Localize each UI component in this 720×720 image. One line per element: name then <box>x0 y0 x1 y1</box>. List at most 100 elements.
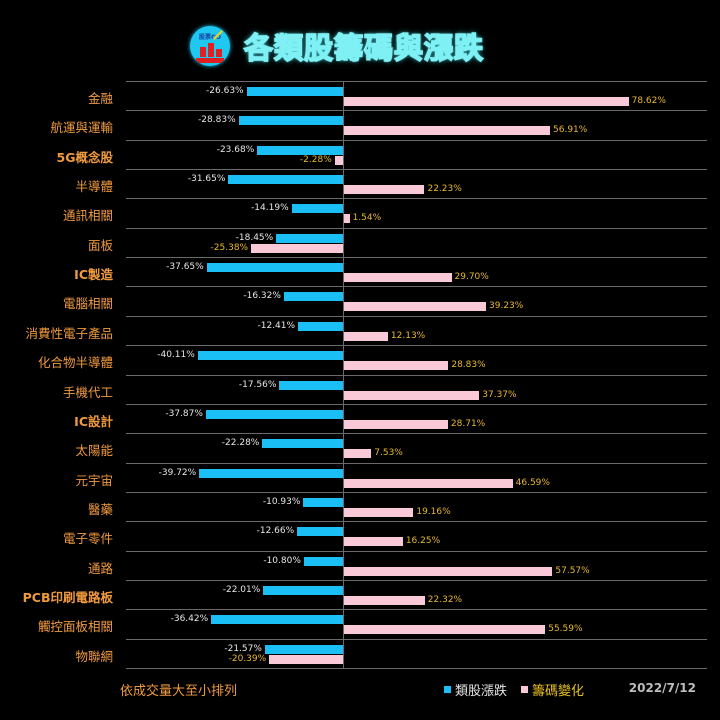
chip-change-value: -20.39% <box>228 653 267 664</box>
sector-change-value: -26.63% <box>206 86 244 96</box>
chip-change-bar <box>344 419 448 429</box>
category-label: 航運與運輸 <box>50 120 113 136</box>
gridline <box>126 345 707 347</box>
chart-row: 醫藥 -10.93% 19.16% <box>0 493 720 522</box>
chip-change-bar <box>344 185 425 195</box>
chip-change-value: -2.28% <box>299 154 332 165</box>
sector-change-bar <box>303 556 343 566</box>
gridline <box>126 198 707 200</box>
sector-change-bar <box>297 527 343 537</box>
sector-change-value: -22.28% <box>221 438 260 449</box>
chip-change-value: 78.62% <box>631 96 666 106</box>
gridline <box>126 491 707 493</box>
chip-change-bar <box>344 390 480 400</box>
gridline <box>126 521 707 523</box>
sector-change-value: -12.41% <box>257 320 296 331</box>
chart-row: 通訊相關 -14.19% 1.54% <box>0 199 720 228</box>
legend-item-chip-change: 籌碼變化 <box>521 680 584 699</box>
category-label: PCB印刷電路板 <box>22 589 113 605</box>
chart-row: 手機代工 -17.56% 37.37% <box>0 376 720 405</box>
legend-label: 類股漲跌 <box>455 684 508 699</box>
gridline <box>126 403 707 405</box>
chip-change-value: 29.70% <box>454 272 489 283</box>
sector-change-value: -12.66% <box>256 526 295 537</box>
chart-row: 電腦相關 -16.32% 39.23% <box>0 287 720 316</box>
category-label: 半導體 <box>75 179 113 195</box>
sector-change-value: -16.32% <box>243 291 281 302</box>
gridline <box>126 257 707 259</box>
gridline <box>126 110 707 112</box>
chip-change-value: 28.71% <box>450 418 486 429</box>
sector-change-value: -39.72% <box>158 467 197 478</box>
chart-row: 通路 -10.80% 57.57% <box>0 552 720 581</box>
chart-row: 半導體 -31.65% 22.23% <box>0 170 720 199</box>
gridline <box>126 81 707 82</box>
chip-change-bar <box>251 243 343 253</box>
brand-logo-icon: 股票GO <box>190 26 230 66</box>
chip-change-value: 19.16% <box>416 506 451 517</box>
legend-label: 籌碼變化 <box>532 684 585 699</box>
chart-date: 2022/7/12 <box>628 681 696 695</box>
sort-note: 依成交量大至小排列 <box>120 684 238 699</box>
chip-change-bar <box>344 97 629 106</box>
gridline <box>126 227 707 229</box>
chip-change-bar <box>344 537 403 547</box>
category-label: 物聯網 <box>75 648 113 664</box>
category-label: 消費性電子產品 <box>25 325 113 341</box>
gridline <box>126 462 707 464</box>
chip-change-value: 28.83% <box>451 360 486 371</box>
sector-change-bar <box>262 439 343 449</box>
chart-row: IC製造 -37.65% 29.70% <box>0 258 720 287</box>
logo-text: 股票GO <box>198 34 222 41</box>
sector-change-value: -10.93% <box>262 496 301 507</box>
category-label: 太陽能 <box>75 443 113 459</box>
chip-change-bar <box>334 155 343 165</box>
chip-change-bar <box>344 625 546 635</box>
category-label: IC設計 <box>74 413 113 429</box>
legend-item-sector-change: 類股漲跌 <box>444 680 507 699</box>
chart-row: 金融 -26.63% 78.62% <box>0 82 720 111</box>
gridline <box>126 286 707 288</box>
sector-change-bar <box>257 145 343 155</box>
legend-swatch-pink-icon <box>521 686 529 693</box>
sector-change-bar <box>228 175 343 185</box>
sector-change-bar <box>205 409 343 419</box>
chip-change-value: 39.23% <box>489 301 524 312</box>
sector-change-bar <box>291 204 343 214</box>
category-label: 電腦相關 <box>62 296 113 312</box>
chart-row: 航運與運輸 -28.83% 56.91% <box>0 111 720 140</box>
category-label: 手機代工 <box>62 384 113 400</box>
chip-change-bar <box>344 507 414 517</box>
chart-row: 消費性電子產品 -12.41% 12.13% <box>0 317 720 346</box>
sector-change-bar <box>276 233 343 243</box>
chip-change-value: 37.37% <box>482 389 517 400</box>
gridline <box>126 374 707 376</box>
sector-change-value: -37.87% <box>165 408 203 419</box>
chip-change-bar <box>344 566 553 576</box>
chip-change-bar <box>269 654 343 664</box>
gridline <box>126 668 707 669</box>
chip-change-value: 7.53% <box>374 448 403 459</box>
chip-change-bar <box>344 595 425 605</box>
sector-change-bar <box>279 380 343 390</box>
category-label: 化合物半導體 <box>37 355 113 371</box>
sector-change-value: -14.19% <box>251 203 289 214</box>
bar-chart: 金融 -26.63% 78.62% 航運與運輸 -28.83% 56.91% 5G概念股 -2… <box>0 81 720 669</box>
sector-change-value: -21.57% <box>224 643 262 654</box>
chart-row: IC設計 -37.87% 28.71% <box>0 405 720 434</box>
sector-change-value: -17.56% <box>238 379 277 390</box>
sector-change-bar <box>298 321 343 331</box>
chip-change-bar <box>344 361 449 371</box>
legend-swatch-blue-icon <box>444 686 451 693</box>
gridline <box>126 638 707 640</box>
gridline <box>126 433 707 435</box>
chart-title: 各類股籌碼與漲跌 <box>243 30 485 66</box>
category-label: 元宇宙 <box>75 472 113 488</box>
gridline <box>126 579 707 581</box>
category-label: 5G概念股 <box>56 149 113 165</box>
category-label: 金融 <box>87 91 113 106</box>
gridline <box>126 315 707 317</box>
chip-change-bar <box>344 126 550 136</box>
chip-change-bar <box>344 478 513 488</box>
chart-row: 5G概念股 -23.68% -2.28% <box>0 141 720 170</box>
